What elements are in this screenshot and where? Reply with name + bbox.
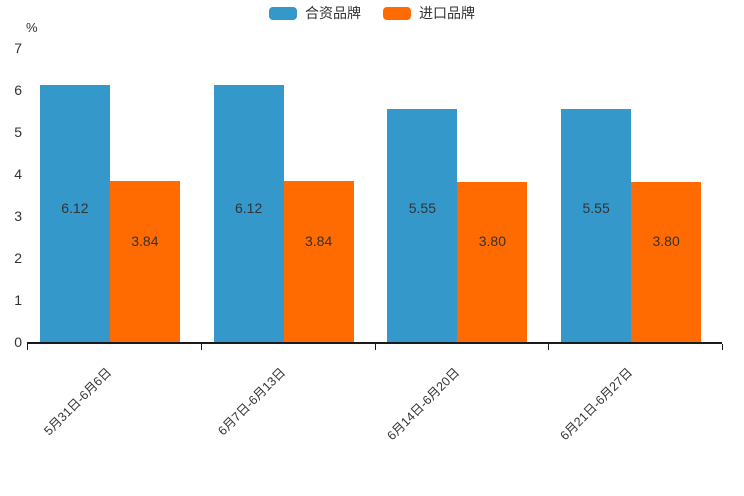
legend-label-series-1: 合资品牌 bbox=[305, 5, 361, 21]
x-axis-baseline bbox=[27, 342, 722, 344]
y-axis: 7 6 5 4 3 2 1 0 bbox=[0, 0, 30, 496]
legend-label-series-2: 进口品牌 bbox=[419, 5, 475, 21]
x-axis-tick bbox=[548, 344, 550, 350]
x-axis-category-label: 6月14日-6月20日 bbox=[383, 365, 462, 443]
x-axis-tick bbox=[200, 344, 202, 350]
bar-value-label: 3.84 bbox=[305, 232, 333, 249]
x-axis-tick bbox=[374, 344, 376, 350]
y-tick-label: 4 bbox=[14, 166, 22, 182]
legend-swatch-icon-series-1 bbox=[269, 6, 297, 20]
bar-value-label: 3.80 bbox=[652, 232, 680, 249]
bar-series-2-group-4[interactable]: 3.80 bbox=[631, 182, 702, 342]
x-axis-category-label: 6月21日-6月27日 bbox=[557, 365, 636, 443]
legend-item-imported-brand[interactable]: 进口品牌 bbox=[383, 6, 475, 20]
bar-value-label: 3.80 bbox=[478, 232, 506, 249]
y-tick-label: 0 bbox=[14, 334, 22, 350]
x-axis-tick bbox=[27, 344, 28, 350]
bar-series-1-group-4[interactable]: 5.55 bbox=[561, 108, 632, 342]
bar-series-2-group-1[interactable]: 3.84 bbox=[109, 180, 180, 342]
bar-value-label: 6.12 bbox=[61, 200, 89, 217]
bar-value-label: 5.55 bbox=[408, 200, 436, 217]
chart-legend: 合资品牌 进口品牌 bbox=[0, 6, 744, 20]
y-tick-label: 6 bbox=[14, 82, 22, 98]
x-axis-tick bbox=[722, 344, 723, 350]
plot-area: 6.12 3.84 6.12 3.84 5.55 3.80 5.55 3.80 bbox=[27, 0, 722, 342]
y-tick-label: 5 bbox=[14, 124, 22, 140]
bar-series-1-group-1[interactable]: 6.12 bbox=[39, 84, 110, 342]
y-tick-label: 1 bbox=[14, 292, 22, 308]
y-axis-unit-label: % bbox=[26, 20, 38, 35]
bar-value-label: 5.55 bbox=[582, 200, 610, 217]
legend-item-joint-venture-brand[interactable]: 合资品牌 bbox=[269, 6, 361, 20]
bar-value-label: 3.84 bbox=[131, 232, 159, 249]
y-tick-label: 3 bbox=[14, 208, 22, 224]
bar-value-label: 6.12 bbox=[235, 200, 263, 217]
bar-series-2-group-2[interactable]: 3.84 bbox=[283, 180, 354, 342]
x-axis-category-label: 5月31日-6月6日 bbox=[41, 365, 115, 439]
bar-series-2-group-3[interactable]: 3.80 bbox=[457, 182, 528, 342]
y-tick-label: 2 bbox=[14, 250, 22, 266]
bar-series-1-group-2[interactable]: 6.12 bbox=[213, 84, 284, 342]
bar-series-1-group-3[interactable]: 5.55 bbox=[387, 108, 458, 342]
y-tick-label: 7 bbox=[14, 40, 22, 56]
legend-swatch-icon-series-2 bbox=[383, 6, 411, 20]
x-axis-category-label: 6月7日-6月13日 bbox=[215, 365, 288, 439]
